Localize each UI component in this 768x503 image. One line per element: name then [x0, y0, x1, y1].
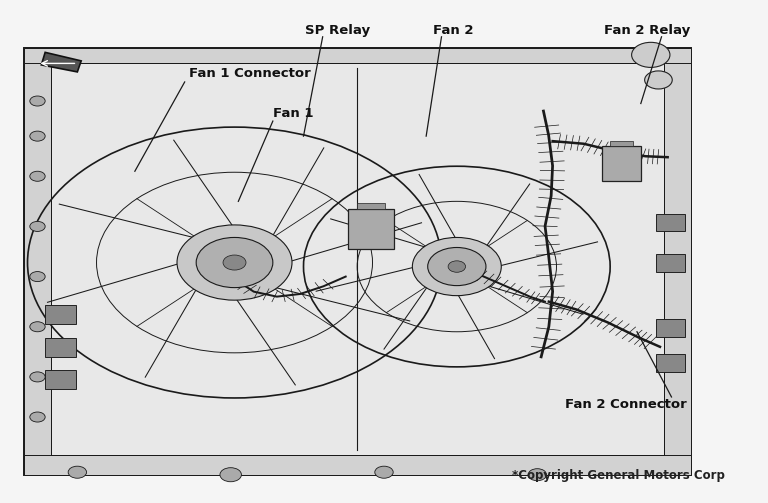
- Text: Fan 2 Connector: Fan 2 Connector: [565, 398, 687, 411]
- Circle shape: [68, 466, 87, 478]
- Bar: [51, 63, 664, 455]
- Circle shape: [644, 71, 672, 89]
- Bar: [45, 305, 76, 324]
- Bar: [656, 214, 685, 231]
- Circle shape: [196, 237, 273, 288]
- Bar: [24, 48, 690, 475]
- Text: SP Relay: SP Relay: [306, 24, 371, 37]
- Circle shape: [375, 466, 393, 478]
- Circle shape: [30, 96, 45, 106]
- Bar: [610, 141, 633, 146]
- Circle shape: [428, 247, 486, 286]
- Polygon shape: [41, 52, 81, 72]
- Circle shape: [177, 225, 292, 300]
- Circle shape: [448, 261, 465, 272]
- Circle shape: [30, 171, 45, 181]
- Text: Fan 1 Connector: Fan 1 Connector: [188, 67, 310, 80]
- Circle shape: [631, 42, 670, 67]
- Bar: [656, 354, 685, 372]
- Circle shape: [223, 255, 246, 270]
- Text: Fan 2 Relay: Fan 2 Relay: [604, 24, 690, 37]
- Bar: [656, 254, 685, 272]
- Circle shape: [30, 372, 45, 382]
- Bar: [357, 203, 385, 209]
- Bar: [348, 209, 394, 249]
- Bar: [24, 48, 51, 475]
- Bar: [602, 146, 641, 181]
- Circle shape: [30, 322, 45, 332]
- Bar: [24, 48, 690, 63]
- Circle shape: [30, 221, 45, 231]
- Circle shape: [30, 131, 45, 141]
- Text: Fan 2: Fan 2: [432, 24, 473, 37]
- Circle shape: [30, 412, 45, 422]
- Circle shape: [220, 468, 241, 482]
- Circle shape: [528, 469, 547, 481]
- Bar: [45, 370, 76, 389]
- Circle shape: [30, 272, 45, 282]
- Bar: [656, 319, 685, 337]
- Bar: [24, 455, 690, 475]
- Text: *Copyright General Motors Corp: *Copyright General Motors Corp: [512, 469, 725, 482]
- Text: Fan 1: Fan 1: [273, 107, 313, 120]
- Bar: [45, 338, 76, 357]
- Bar: [664, 48, 690, 475]
- Circle shape: [412, 237, 502, 296]
